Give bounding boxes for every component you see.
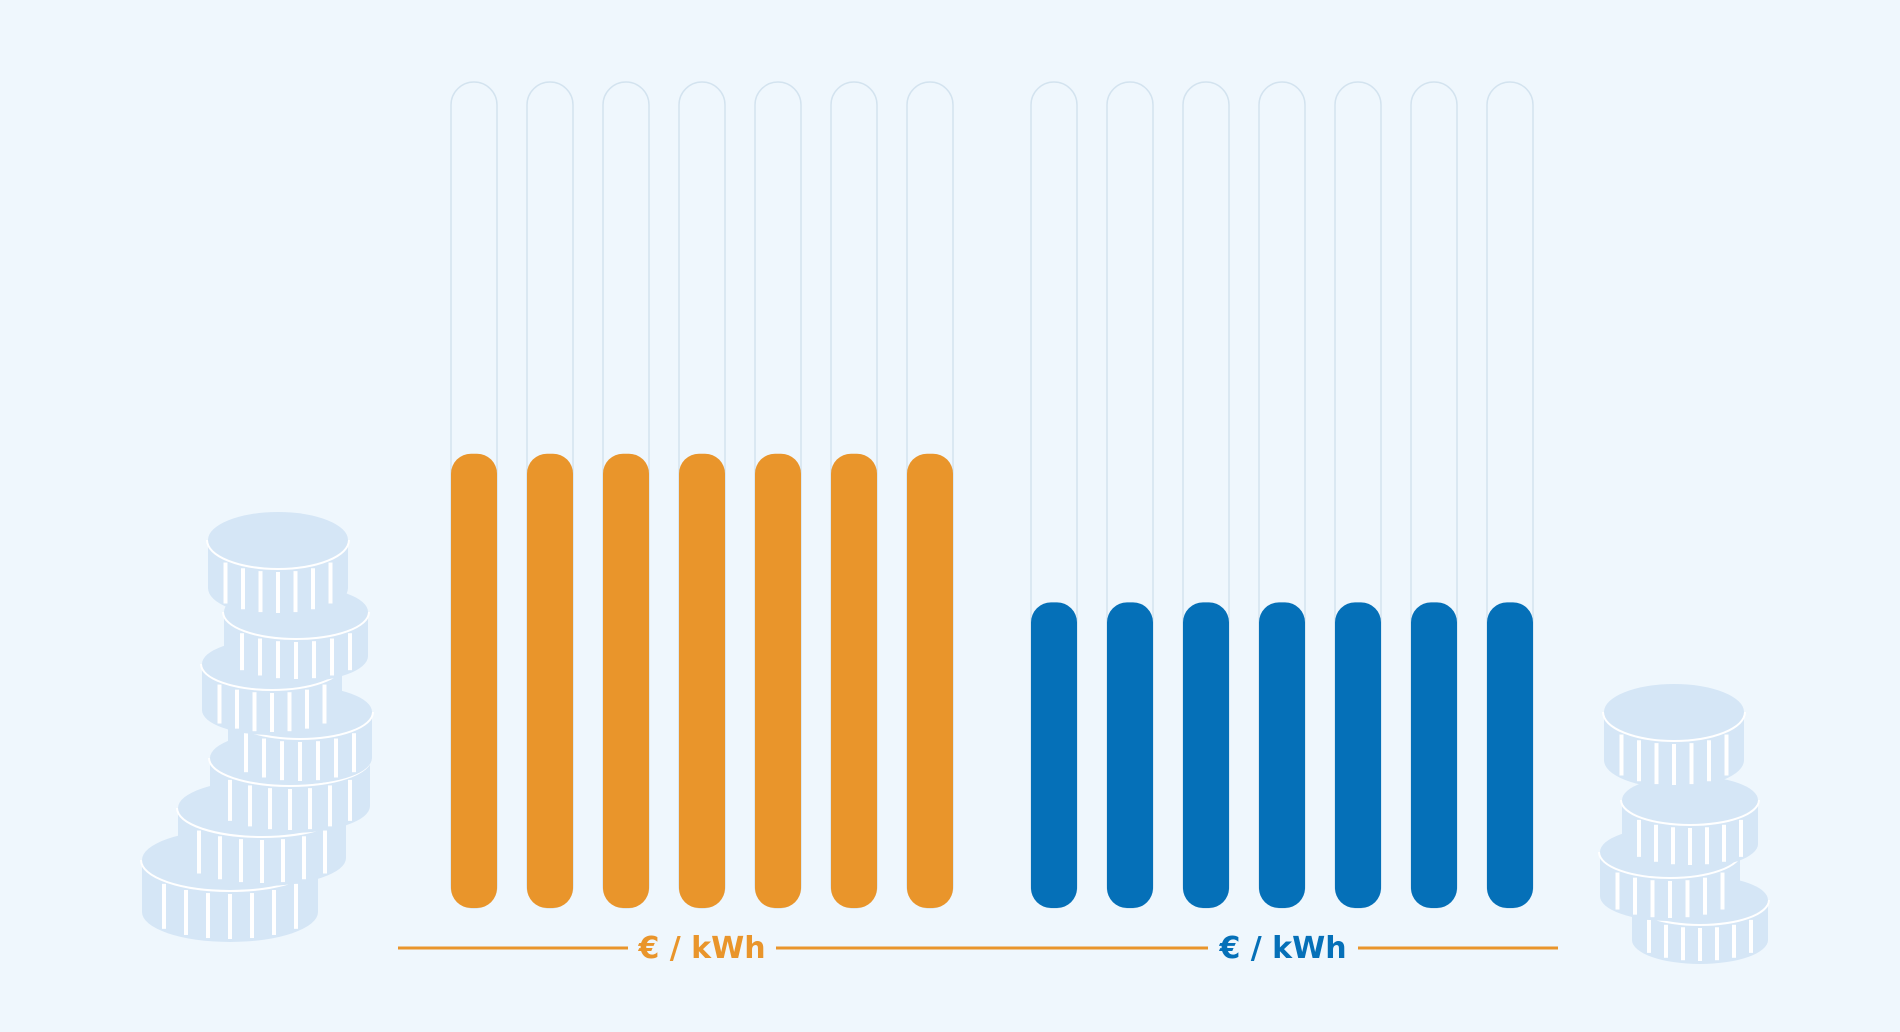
legend-label-series-2: € / kWh bbox=[1218, 931, 1346, 966]
coin-stack-icon bbox=[1598, 684, 1770, 964]
coin bbox=[1602, 684, 1746, 788]
bar-series-1-4 bbox=[679, 453, 725, 908]
bar-series-2-6 bbox=[1411, 602, 1457, 908]
bar-series-1-7 bbox=[907, 453, 953, 908]
bar-series-1-3 bbox=[603, 453, 649, 908]
coin-stack-icon bbox=[140, 512, 374, 942]
bar-series-2-5 bbox=[1335, 602, 1381, 908]
legend-label-series-1: € / kWh bbox=[637, 931, 765, 966]
bar-series-1-5 bbox=[755, 453, 801, 908]
bar-series-2-4 bbox=[1259, 602, 1305, 908]
bar-series-2-2 bbox=[1107, 602, 1153, 908]
bar-series-1-6 bbox=[831, 453, 877, 908]
bar-series-2-7 bbox=[1487, 602, 1533, 908]
bar-marks bbox=[451, 453, 1533, 908]
bar-series-1-1 bbox=[451, 453, 497, 908]
bar-series-2-3 bbox=[1183, 602, 1229, 908]
coin bbox=[1620, 776, 1760, 868]
legend: € / kWh € / kWh bbox=[398, 931, 1558, 966]
bar-series-1-2 bbox=[527, 453, 573, 908]
bar-series-2-1 bbox=[1031, 602, 1077, 908]
coin bbox=[206, 512, 350, 616]
